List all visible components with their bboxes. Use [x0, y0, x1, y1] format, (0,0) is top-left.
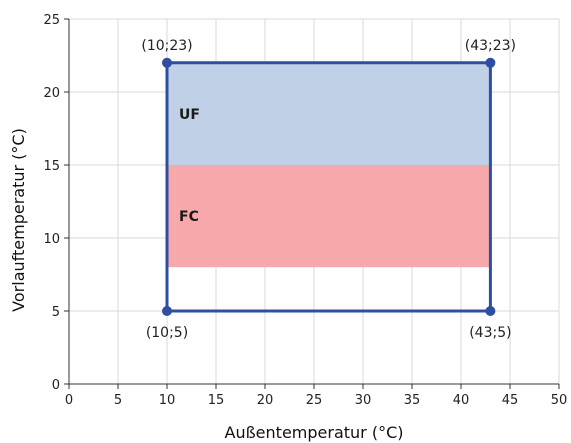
y-tick-label: 5 [52, 305, 60, 320]
y-axis-title: Vorlauftemperatur (°C) [9, 128, 28, 312]
x-tick-label: 15 [208, 393, 225, 408]
y-tick-label: 0 [52, 378, 60, 393]
x-axis-title: Außentemperatur (°C) [225, 423, 404, 442]
y-tick-label: 10 [43, 232, 60, 247]
y-tick-label: 20 [43, 86, 60, 101]
regions [167, 62, 491, 268]
envelope-point-label: (10;5) [146, 325, 188, 341]
envelope-point [162, 306, 172, 316]
y-tick-label: 25 [43, 13, 60, 28]
x-tick-label: 20 [257, 393, 274, 408]
envelope-point-label: (43;23) [465, 38, 516, 54]
region-uf [167, 62, 491, 165]
x-tick-label: 25 [306, 393, 323, 408]
region-fc [167, 165, 491, 268]
region-label-fc: FC [179, 209, 199, 225]
x-tick-label: 0 [65, 393, 73, 408]
region-label-uf: UF [179, 107, 200, 123]
ticks: 0 5 10 15 20 25 30 35 40 45 50 0 5 10 15 20 25 [43, 13, 567, 408]
x-tick-label: 30 [355, 393, 372, 408]
x-tick-label: 5 [114, 393, 122, 408]
y-tick-label: 15 [43, 159, 60, 174]
envelope-point [485, 306, 496, 316]
labels: UF FC (10;23) (43;23) (43;5) (10;5) [141, 38, 516, 341]
envelope-point-label: (43;5) [469, 325, 511, 341]
x-tick-label: 50 [551, 393, 568, 408]
x-tick-label: 45 [502, 393, 519, 408]
envelope-point [485, 57, 496, 68]
envelope [162, 57, 496, 316]
x-tick-label: 35 [404, 393, 421, 408]
envelope-point [162, 57, 172, 68]
x-tick-label: 40 [453, 393, 470, 408]
x-tick-label: 10 [159, 393, 176, 408]
envelope-point-label: (10;23) [141, 38, 192, 54]
